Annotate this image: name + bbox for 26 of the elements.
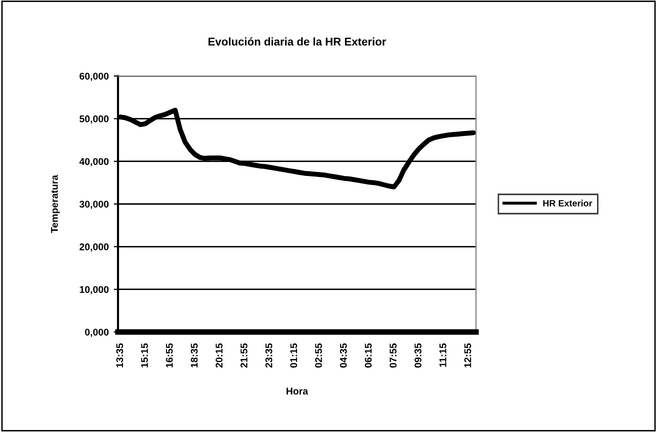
x-tick-label: 16:55 xyxy=(166,343,173,368)
x-axis-title: Hora xyxy=(286,388,308,395)
y-axis-title: Temperatura xyxy=(51,174,60,233)
y-tick-label: 40,000 xyxy=(79,158,109,166)
chart-title: Evolución diaria de la HR Exterior xyxy=(208,37,386,46)
y-tick-label: 60,000 xyxy=(80,72,109,82)
x-tick-label: 04:35 xyxy=(340,343,347,368)
y-tick-label: 20,000 xyxy=(80,243,109,252)
x-tick-label: 23:35 xyxy=(265,343,272,368)
y-tick-label: 10,000 xyxy=(80,286,109,294)
x-tick-label: 20:15 xyxy=(216,343,223,368)
x-tick-label: 21:55 xyxy=(240,343,248,368)
x-tick-label: 01:15 xyxy=(290,343,298,368)
x-tick-label: 13:35 xyxy=(116,343,124,368)
x-tick-label: 06:15 xyxy=(364,343,372,368)
x-tick-label: 15:15 xyxy=(141,343,148,368)
x-tick-label: 02:55 xyxy=(315,343,322,368)
y-tick-label: 0,000 xyxy=(85,328,109,338)
y-tick-label: 50,000 xyxy=(80,115,109,124)
x-tick-label: 18:35 xyxy=(190,343,198,368)
x-tick-label: 12:55 xyxy=(464,343,472,368)
x-tick-label: 11:15 xyxy=(440,343,446,367)
x-tick-label: 09:35 xyxy=(414,343,422,368)
legend-label: HR Exterior xyxy=(543,200,592,206)
x-tick-label: 07:55 xyxy=(390,343,397,368)
y-tick-label: 30,000 xyxy=(79,200,109,210)
